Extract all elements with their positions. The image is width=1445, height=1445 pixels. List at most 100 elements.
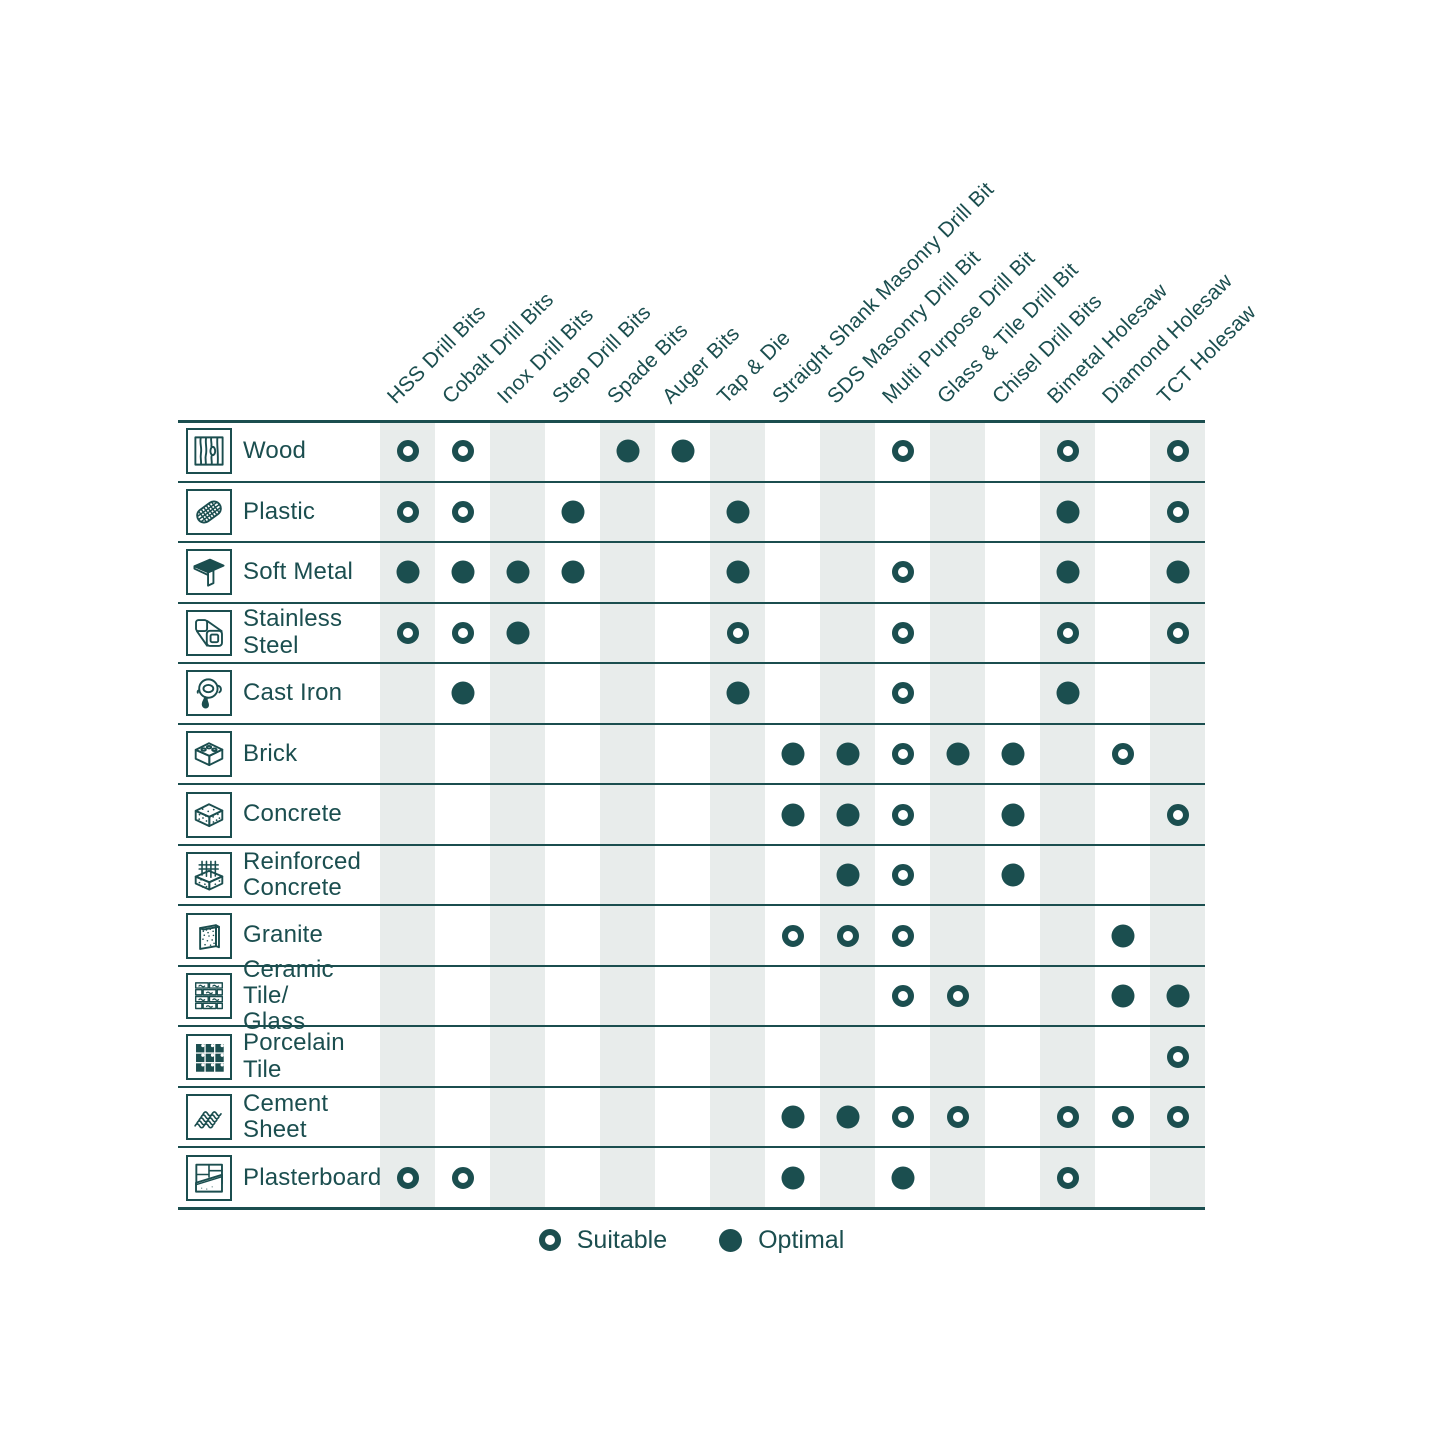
column-stripe	[930, 421, 985, 1208]
suitable-dot	[396, 500, 419, 523]
optimal-dot	[1056, 681, 1079, 705]
suitable-dot	[1056, 621, 1079, 644]
column-stripe	[710, 421, 765, 1208]
optimal-dot	[396, 560, 419, 584]
suitable-dot	[396, 440, 419, 463]
cement-sheet-icon	[194, 1111, 222, 1129]
optimal-dot	[506, 621, 529, 645]
suitable-dot	[451, 1166, 474, 1189]
legend-optimal-label: Optimal	[758, 1225, 845, 1254]
column-stripe	[380, 421, 435, 1208]
optimal-dot	[1111, 924, 1134, 948]
suitable-dot	[1056, 1166, 1079, 1189]
material-icon-box	[186, 730, 232, 777]
material-icon-box	[186, 1094, 232, 1141]
row-divider	[178, 843, 1205, 846]
row-divider	[178, 964, 1205, 967]
legend-suitable: Suitable	[538, 1225, 668, 1255]
row-divider	[178, 541, 1205, 544]
optimal-dot	[506, 560, 529, 584]
suitable-ring-icon	[538, 1229, 561, 1251]
row-divider	[178, 783, 1205, 786]
material-icon-box	[186, 549, 232, 596]
optimal-dot	[781, 742, 804, 766]
material-icon-box	[186, 428, 232, 475]
material-icon-box	[186, 1154, 232, 1201]
optimal-dot	[671, 439, 694, 463]
row-divider	[178, 662, 1205, 665]
suitable-dot	[1166, 1045, 1189, 1068]
suitable-dot	[726, 621, 749, 644]
row-label-plasterboard: Plasterboard	[243, 1163, 382, 1191]
reinforced-concrete-icon	[194, 860, 224, 891]
column-stripe	[600, 421, 655, 1208]
row-label-ceramic-tile-glass: Ceramic Tile/ Glass	[243, 955, 334, 1036]
plastic-icon	[196, 500, 222, 524]
row-label-wood: Wood	[243, 437, 307, 465]
suitable-dot	[946, 1106, 969, 1129]
suitable-dot	[781, 924, 804, 947]
column-stripe	[490, 421, 545, 1208]
suitable-dot	[451, 440, 474, 463]
porcelain-tile-icon	[196, 1043, 224, 1072]
soft-metal-icon	[193, 559, 225, 587]
material-icon-box	[186, 609, 232, 656]
suitable-dot	[1166, 803, 1189, 826]
concrete-icon	[194, 802, 224, 827]
suitable-dot	[396, 1166, 419, 1189]
suitable-dot	[891, 440, 914, 463]
optimal-dot	[1001, 742, 1024, 766]
row-label-concrete: Concrete	[243, 800, 342, 828]
optimal-dot	[836, 1105, 859, 1129]
material-icon-box	[186, 488, 232, 535]
suitable-dot	[1111, 1106, 1134, 1129]
row-divider	[178, 904, 1205, 907]
optimal-dot	[781, 1105, 804, 1129]
row-divider	[178, 1206, 1205, 1210]
row-label-granite: Granite	[243, 921, 324, 949]
optimal-dot-icon	[719, 1228, 743, 1252]
suitable-dot	[451, 500, 474, 523]
row-label-cement-sheet: Cement Sheet	[243, 1089, 329, 1144]
material-icon-box	[186, 852, 232, 899]
suitable-dot	[1166, 1106, 1189, 1129]
optimal-dot	[616, 439, 639, 463]
stainless-steel-icon	[195, 618, 223, 647]
suitable-dot	[396, 621, 419, 644]
suitable-dot	[946, 985, 969, 1008]
row-label-plastic: Plastic	[243, 497, 316, 525]
column-stripe	[1040, 421, 1095, 1208]
legend-optimal: Optimal	[719, 1226, 844, 1255]
suitable-dot	[1166, 440, 1189, 463]
material-icon-box	[186, 670, 232, 717]
optimal-dot	[726, 560, 749, 584]
optimal-dot	[726, 681, 749, 705]
row-divider	[178, 1025, 1205, 1028]
optimal-dot	[451, 681, 474, 705]
optimal-dot	[561, 560, 584, 584]
optimal-dot	[1056, 560, 1079, 584]
optimal-dot	[836, 742, 859, 766]
row-divider	[178, 1085, 1205, 1088]
brick-icon	[194, 742, 224, 766]
suitable-dot	[891, 924, 914, 947]
suitable-dot	[891, 985, 914, 1008]
row-label-reinforced-concrete: Reinforced Concrete	[243, 847, 362, 902]
suitable-dot	[836, 924, 859, 947]
row-divider	[178, 722, 1205, 725]
optimal-dot	[1001, 863, 1024, 887]
row-divider	[178, 1146, 1205, 1149]
optimal-dot	[891, 1166, 914, 1190]
legend: Suitable Optimal	[178, 1220, 1205, 1260]
optimal-dot	[561, 500, 584, 524]
suitable-dot	[891, 803, 914, 826]
row-label-brick: Brick	[243, 739, 298, 767]
optimal-dot	[781, 803, 804, 826]
material-icon-box	[186, 1033, 232, 1080]
row-divider	[178, 601, 1205, 604]
material-icon-box	[186, 791, 232, 838]
suitable-dot	[891, 561, 914, 584]
legend-suitable-label: Suitable	[576, 1225, 668, 1254]
suitable-dot	[891, 621, 914, 644]
